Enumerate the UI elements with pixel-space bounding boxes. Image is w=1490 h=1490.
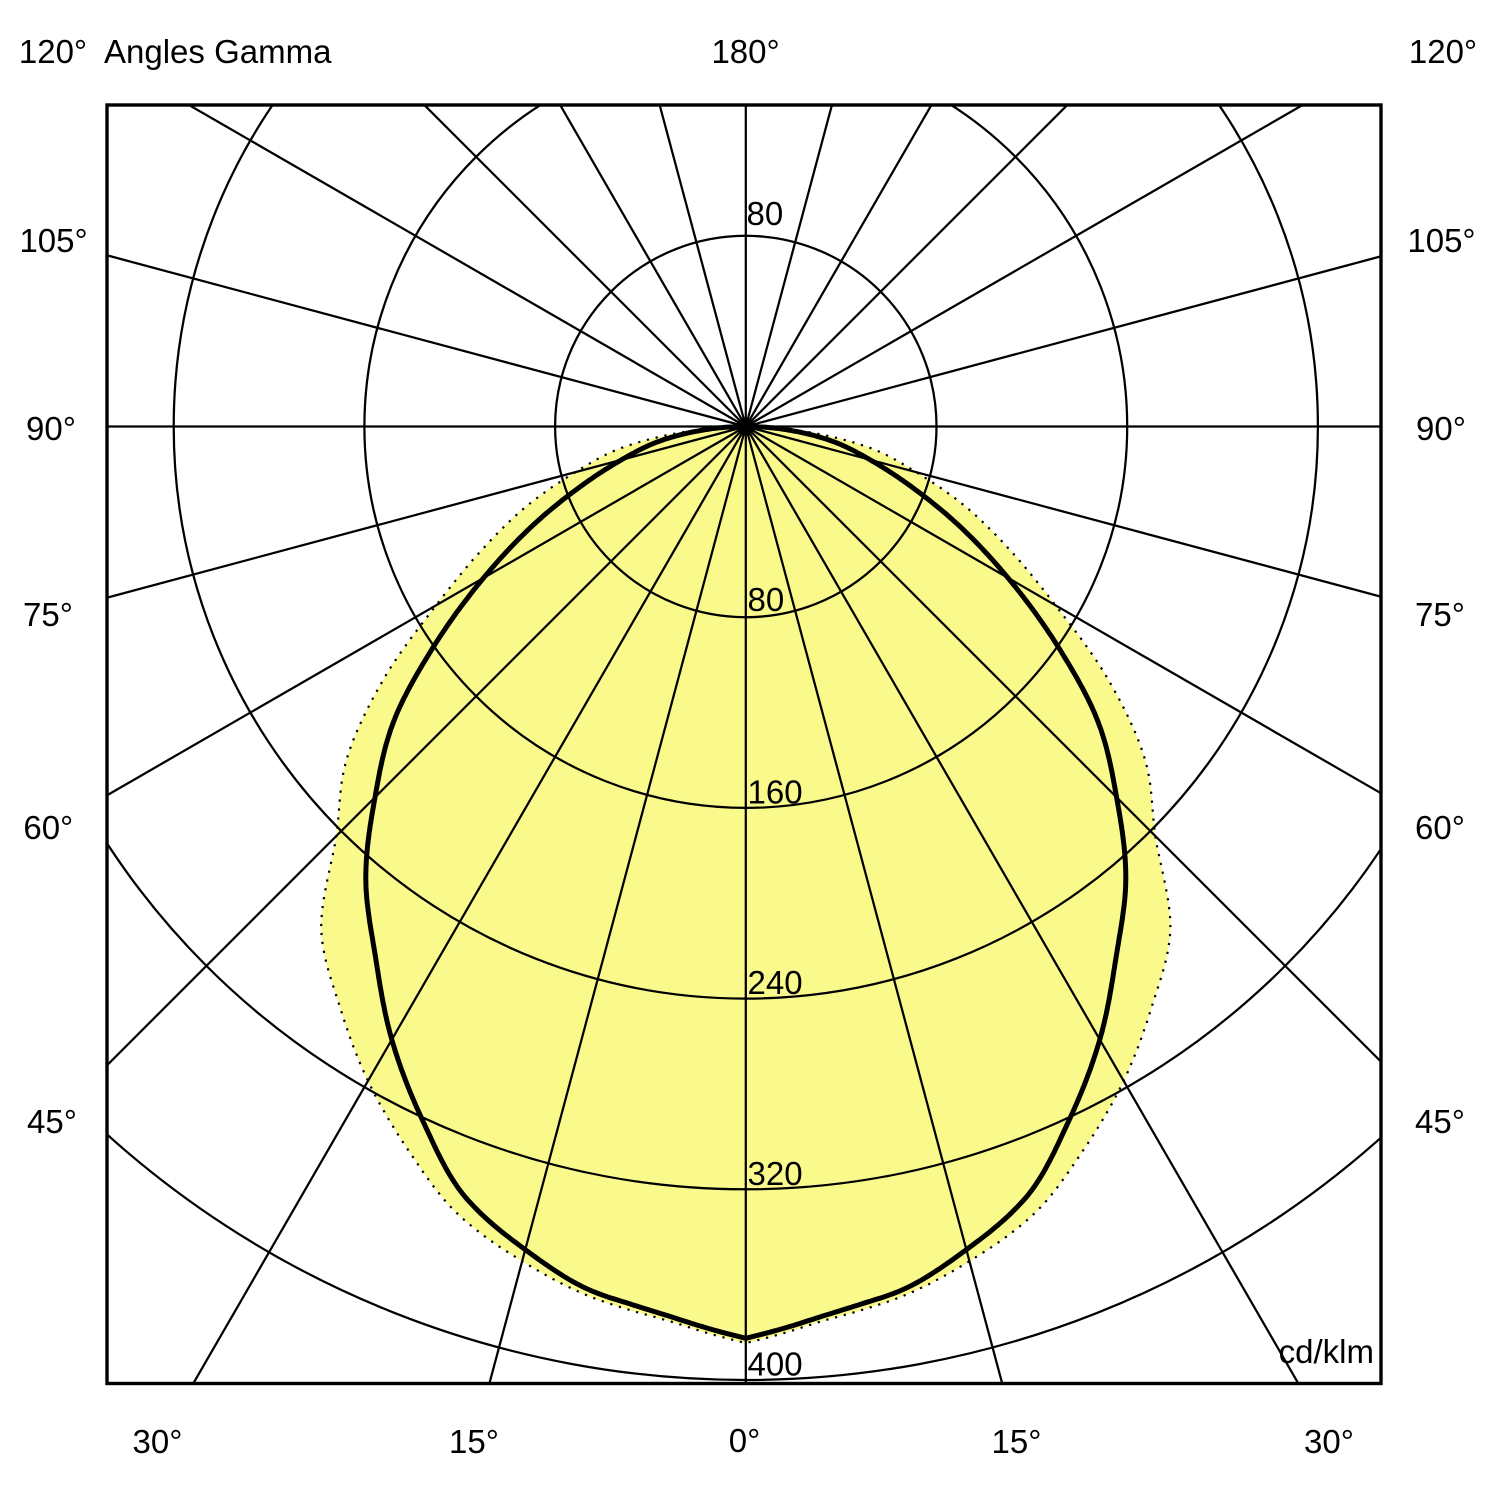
svg-text:320: 320 [748,1155,803,1192]
svg-text:180°: 180° [711,33,779,70]
svg-text:160: 160 [748,774,803,811]
svg-text:400: 400 [748,1346,803,1383]
svg-text:Angles Gamma: Angles Gamma [104,33,332,70]
svg-text:90°: 90° [26,410,76,447]
svg-text:120°: 120° [1409,33,1477,70]
svg-text:80: 80 [748,581,785,618]
svg-text:75°: 75° [23,596,73,633]
svg-text:45°: 45° [1415,1103,1465,1140]
svg-text:15°: 15° [449,1423,499,1460]
svg-text:60°: 60° [23,809,73,846]
svg-text:80: 80 [747,195,784,232]
svg-text:105°: 105° [1407,222,1475,259]
svg-text:0°: 0° [729,1422,761,1459]
svg-text:15°: 15° [992,1423,1042,1460]
svg-text:120°: 120° [19,33,87,70]
svg-text:60°: 60° [1415,809,1465,846]
svg-text:cd/klm: cd/klm [1279,1333,1374,1370]
svg-text:240: 240 [748,964,803,1001]
svg-text:30°: 30° [133,1423,183,1460]
svg-text:30°: 30° [1304,1423,1354,1460]
svg-text:90°: 90° [1416,410,1466,447]
svg-text:45°: 45° [27,1103,77,1140]
svg-text:105°: 105° [19,222,87,259]
svg-text:75°: 75° [1415,596,1465,633]
